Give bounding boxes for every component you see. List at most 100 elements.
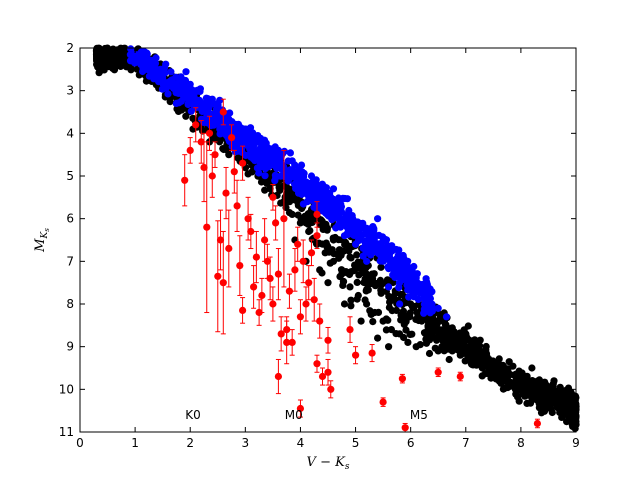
data-point [93, 56, 101, 64]
data-point [386, 277, 394, 285]
data-point [453, 343, 461, 351]
data-point [117, 61, 126, 69]
data-point [302, 300, 310, 308]
data-point [401, 275, 410, 283]
data-point [255, 308, 263, 317]
data-point [305, 279, 313, 287]
data-point [382, 326, 390, 334]
data-point [382, 236, 391, 244]
data-point [182, 68, 190, 76]
data-point [494, 366, 502, 374]
data-point [177, 97, 185, 105]
data-point [103, 55, 111, 63]
data-point [255, 138, 264, 146]
data-point [354, 258, 362, 266]
series-2-group [181, 98, 542, 433]
x-tick-label: 7 [462, 436, 470, 450]
y-tick-label: 7 [66, 254, 74, 268]
data-point [288, 338, 296, 346]
x-tick-label: 9 [572, 436, 580, 450]
data-point [410, 302, 418, 310]
data-point [285, 287, 293, 295]
data-point [286, 149, 294, 157]
data-point [295, 166, 303, 174]
data-point [547, 400, 555, 408]
data-point [360, 278, 368, 287]
series-1-group [126, 45, 451, 321]
data-point [155, 78, 163, 86]
data-point [570, 403, 579, 412]
data-point [269, 300, 277, 308]
data-point [288, 157, 296, 165]
data-point [207, 115, 215, 123]
data-point [461, 330, 469, 338]
data-point [166, 77, 174, 85]
x-tick-label: 2 [186, 436, 194, 450]
data-point [283, 338, 291, 346]
data-point [254, 132, 262, 140]
data-point [313, 210, 321, 218]
data-point [403, 268, 411, 276]
data-point [361, 296, 369, 304]
data-point [271, 177, 279, 185]
data-point [285, 209, 294, 217]
data-point [410, 262, 418, 271]
data-point [205, 129, 214, 137]
data-point [305, 216, 313, 224]
data-point [110, 65, 118, 73]
data-point [398, 375, 406, 383]
x-axis-label: V − Ks [307, 455, 350, 472]
data-point [276, 186, 284, 194]
data-point [342, 268, 350, 276]
data-point [347, 296, 355, 304]
data-point [269, 148, 277, 156]
data-point [263, 257, 271, 265]
data-point [118, 52, 126, 60]
data-point [428, 305, 436, 313]
data-point [521, 392, 529, 400]
data-point [388, 307, 396, 315]
data-point [505, 370, 514, 378]
data-point [272, 219, 280, 227]
data-point [377, 286, 385, 294]
data-point [257, 149, 265, 157]
data-point [370, 245, 378, 253]
data-point [345, 216, 353, 224]
data-point [230, 168, 238, 176]
data-point [203, 223, 211, 231]
data-point [205, 108, 213, 116]
data-point [291, 266, 299, 274]
data-point [368, 349, 376, 357]
data-point [321, 206, 329, 214]
data-point [541, 393, 549, 401]
data-point [569, 411, 577, 420]
y-tick-label: 2 [66, 41, 74, 55]
data-point [385, 283, 393, 291]
data-point [258, 291, 266, 300]
data-point [396, 300, 404, 308]
data-point [316, 317, 324, 325]
data-point [219, 279, 227, 287]
x-tick-label: 4 [297, 436, 305, 450]
data-point [345, 206, 353, 215]
data-point [327, 385, 335, 393]
data-point [324, 336, 332, 344]
data-point [305, 185, 313, 193]
data-point [420, 280, 428, 288]
data-point [402, 299, 410, 307]
data-point [357, 317, 365, 325]
data-point [313, 232, 321, 240]
data-point [266, 274, 274, 282]
data-point [374, 308, 383, 316]
y-tick-label: 4 [66, 126, 74, 140]
spectral-type-label: K0 [185, 408, 201, 422]
data-point [391, 289, 399, 297]
data-point [488, 358, 496, 366]
data-point [450, 337, 458, 345]
data-point [313, 360, 321, 368]
data-point [384, 316, 392, 324]
y-tick-label: 11 [59, 425, 74, 439]
data-point [200, 163, 208, 172]
data-point [239, 159, 247, 167]
data-point [390, 270, 398, 278]
